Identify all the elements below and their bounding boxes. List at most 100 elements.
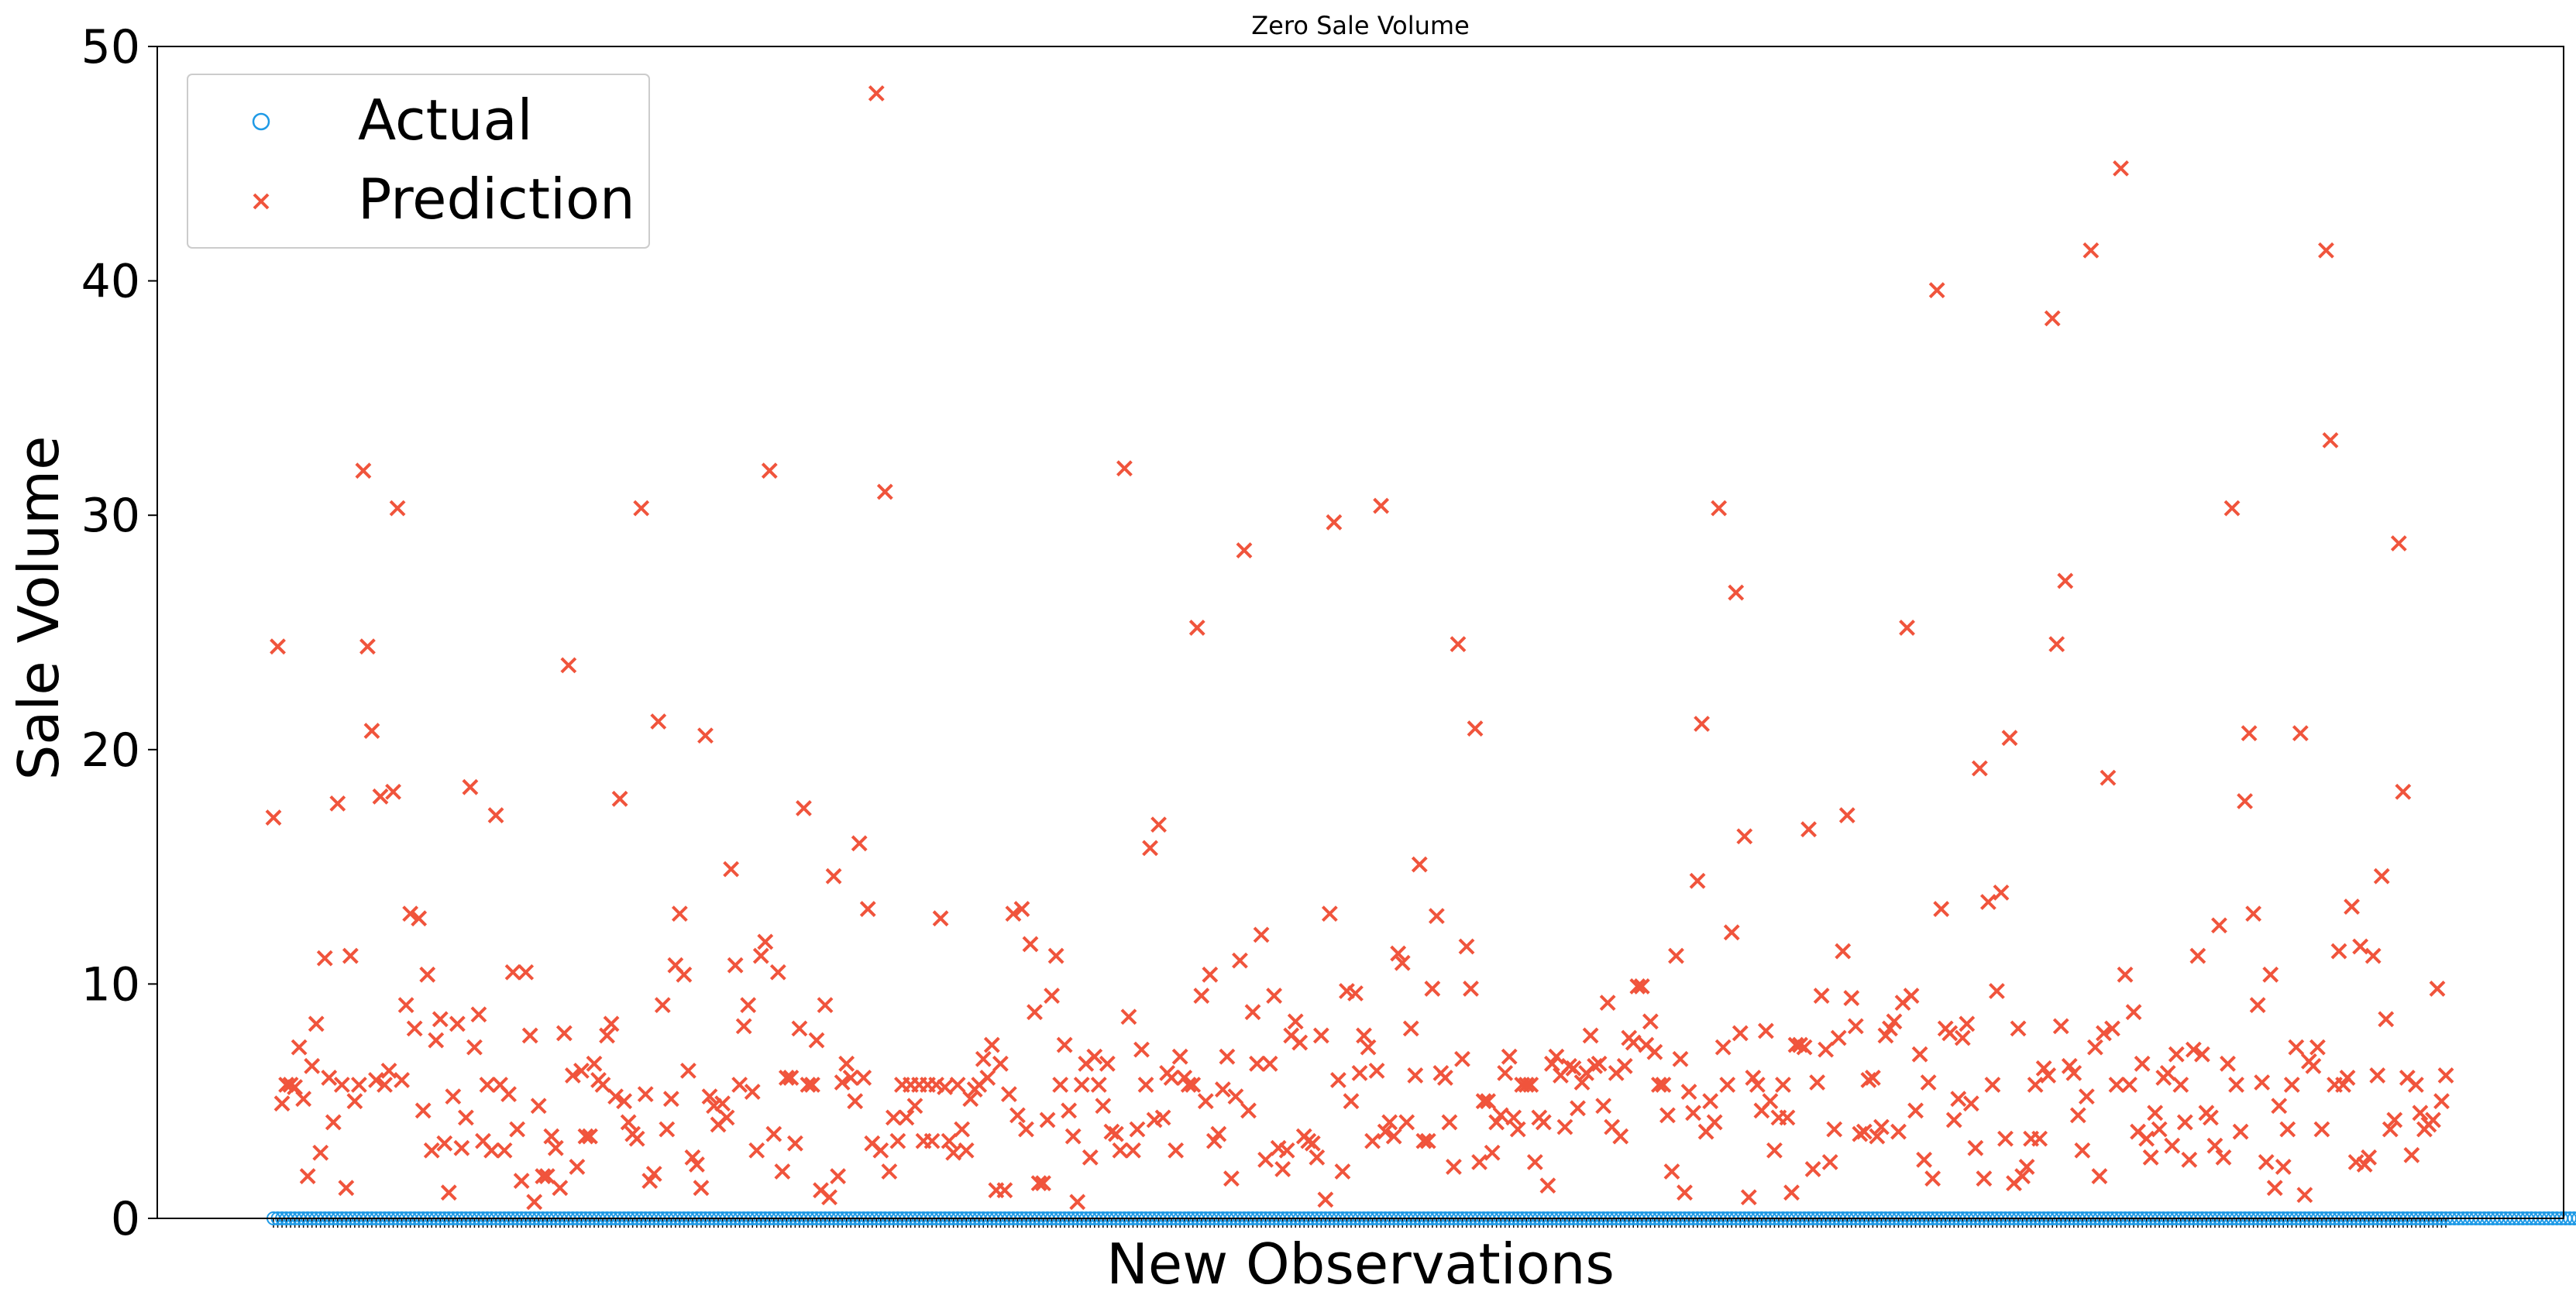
prediction-point [2121,1077,2137,1093]
prediction-point [1154,1109,1171,1126]
legend-marker-actual [252,112,270,131]
prediction-point [325,1114,342,1131]
prediction-point [2378,1011,2395,1028]
prediction-point [1526,1153,1543,1170]
prediction-point [1458,938,1475,955]
prediction-point [1193,988,1210,1004]
prediction-point [885,1109,902,1126]
legend-item-actual: Actual [252,88,533,153]
prediction-point [1018,1121,1034,1138]
prediction-point [800,1077,817,1093]
prediction-point [1107,1125,1124,1142]
prediction-point [577,1128,594,1145]
prediction-point [1599,995,1616,1012]
prediction-point [1989,983,2005,999]
prediction-point [804,1077,820,1093]
prediction-point [518,964,535,981]
prediction-point [428,1032,445,1049]
prediction-point [2159,1064,2176,1081]
prediction-point [881,1163,898,1180]
prediction-point [1419,1132,1436,1149]
prediction-point [949,1077,966,1093]
prediction-point [1095,1098,1112,1115]
prediction-point [744,1084,761,1101]
prediction-point [1855,1123,1873,1140]
prediction-point [385,783,401,800]
prediction-point [628,1130,645,1147]
prediction-point [1625,1034,1642,1051]
y-tick-label: 10 [81,957,140,1012]
prediction-point [445,1088,462,1105]
prediction-point [560,657,577,674]
prediction-point [363,723,380,740]
prediction-point [821,1189,837,1206]
prediction-point [466,1039,483,1056]
prediction-point [1655,1077,1672,1093]
prediction-point [2361,1149,2378,1166]
prediction-point [2228,1077,2244,1093]
prediction-point [2104,1020,2120,1037]
prediction-point [1736,828,1753,845]
prediction-point [350,1077,367,1093]
legend: Actual Prediction [187,74,650,249]
prediction-point [1116,460,1133,477]
prediction-point [962,1091,979,1108]
prediction-point [1390,945,1407,962]
prediction-point [569,1159,586,1175]
prediction-point [2074,1142,2091,1159]
prediction-point [1385,1128,1402,1145]
prediction-point [1441,1114,1458,1131]
prediction-point [1556,1118,1573,1135]
prediction-point [1219,1048,1236,1065]
prediction-point [1484,1144,1501,1161]
prediction-point [679,1062,696,1079]
prediction-point [1826,1121,1843,1138]
prediction-point [338,1180,355,1197]
prediction-point [1351,1064,1368,1081]
prediction-point [586,1055,603,1072]
prediction-point [2425,1111,2441,1129]
prediction-point [1706,1114,1723,1131]
prediction-point [2040,1067,2057,1084]
prediction-point [2241,725,2258,742]
prediction-point [693,1180,710,1197]
prediction-point [898,1109,915,1126]
prediction-point [983,1036,1000,1053]
prediction-point [2395,783,2412,800]
prediction-point [2057,572,2074,589]
legend-item-prediction: Prediction [253,167,635,232]
prediction-point [368,1072,384,1088]
prediction-point [1548,1048,1565,1065]
prediction-point [1407,1067,1424,1084]
prediction-point [1450,636,1467,653]
prediction-point [1591,1055,1608,1072]
prediction-point [2193,1046,2210,1063]
prediction-point [1757,1022,1774,1039]
prediction-point [1475,1093,1492,1110]
prediction-point [1210,1125,1227,1142]
prediction-point [2283,1077,2300,1093]
prediction-point [1663,1163,1680,1180]
prediction-point [462,778,479,795]
prediction-point [838,1055,855,1072]
prediction-point [1838,807,1855,823]
prediction-point [2330,943,2347,960]
prediction-point [2249,997,2266,1014]
prediction-point [2407,1077,2424,1093]
prediction-point [1317,1191,1334,1208]
prediction-point [851,835,868,852]
y-tick-label: 30 [81,489,140,543]
prediction-point [2014,1168,2031,1184]
prediction-point [1013,901,1030,917]
prediction-point [2412,1105,2429,1122]
prediction-point [723,861,740,878]
prediction-point [1343,1093,1360,1110]
prediction-point [2001,730,2018,747]
prediction-point [1022,936,1039,953]
prediction-point [923,1132,941,1149]
prediction-point [906,1098,923,1115]
prediction-point [487,807,504,823]
prediction-point [697,727,714,744]
prediction-point [1873,1118,1890,1135]
